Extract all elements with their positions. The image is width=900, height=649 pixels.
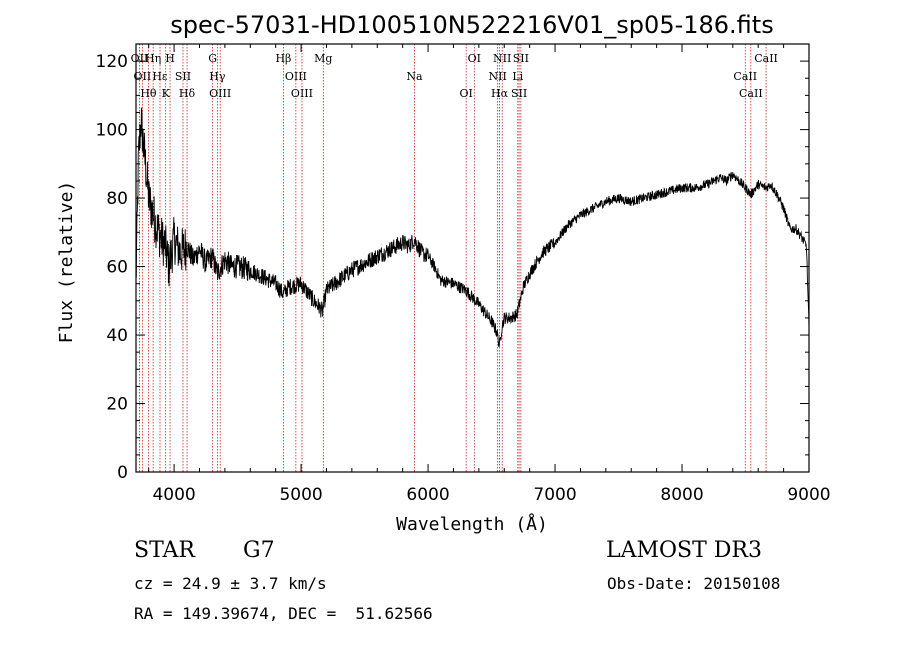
x-tick-label-0: 4000	[152, 485, 195, 505]
line-label-5: K	[162, 87, 171, 100]
line-label-9: G	[208, 52, 217, 65]
line-label-13: OIII	[285, 70, 307, 83]
x-tick-label-3: 7000	[533, 485, 576, 505]
line-label-1: OII	[133, 70, 151, 83]
line-label-6: H	[165, 52, 175, 65]
y-tick-label-4: 80	[106, 189, 128, 209]
observation-date: Obs-Date: 20150108	[607, 574, 781, 593]
line-label-10: Hγ	[209, 70, 226, 83]
flux-series	[135, 106, 810, 347]
line-label-25: CaII	[733, 70, 757, 83]
y-axis-label: Flux (relative)	[56, 181, 77, 344]
x-axis: 4000 5000 6000 7000 8000 9000	[148, 44, 831, 505]
object-class: STAR	[134, 538, 195, 563]
line-label-23: SII	[511, 87, 527, 100]
emission-line-labels: OIIOIIHθHηHεKHSIIHδGHγOIIIHβOIIIOIIIMgNa…	[131, 52, 778, 100]
line-label-0: OII	[131, 52, 149, 65]
y-tick-label-2: 40	[106, 326, 128, 346]
line-label-12: Hβ	[275, 52, 291, 65]
line-label-2: Hθ	[140, 87, 157, 100]
y-tick-label-5: 100	[96, 121, 128, 141]
object-subclass: G7	[243, 538, 275, 563]
line-label-20: Hα	[491, 87, 509, 100]
x-tick-label-4: 8000	[660, 485, 703, 505]
line-label-22: Li	[512, 70, 523, 83]
x-tick-label-2: 6000	[406, 485, 449, 505]
y-tick-label-3: 60	[106, 258, 128, 278]
y-axis: 0 20 40 60 80 100 120	[96, 43, 809, 483]
sky-coordinates: RA = 149.39674, DEC = 51.62566	[134, 604, 433, 623]
y-tick-label-0: 0	[117, 463, 128, 483]
survey-name: LAMOST DR3	[606, 538, 762, 563]
line-label-21: NII	[493, 52, 511, 65]
y-tick-label-1: 20	[106, 395, 128, 415]
line-label-14: OIII	[291, 87, 313, 100]
line-label-3: Hη	[145, 52, 161, 65]
flux-line	[135, 106, 810, 347]
line-label-11: OIII	[209, 87, 231, 100]
x-axis-label: Wavelength (Å)	[396, 513, 548, 535]
line-label-26: CaII	[739, 87, 763, 100]
line-label-4: Hε	[152, 70, 168, 83]
x-tick-label-1: 5000	[279, 485, 322, 505]
line-label-15: Mg	[314, 52, 332, 65]
plot-frame	[135, 43, 810, 473]
emission-line-markers	[139, 44, 767, 472]
line-label-16: Na	[406, 70, 423, 83]
line-label-18: OI	[468, 52, 481, 65]
line-label-17: OI	[459, 87, 472, 100]
line-label-27: CaII	[754, 52, 778, 65]
x-tick-label-5: 9000	[787, 485, 830, 505]
line-label-24: SII	[513, 52, 529, 65]
line-label-8: Hδ	[179, 87, 196, 100]
redshift-velocity: cz = 24.9 ± 3.7 km/s	[134, 574, 327, 593]
line-label-19: NII	[488, 70, 506, 83]
line-label-7: SII	[175, 70, 191, 83]
chart-title: spec-57031-HD100510N522216V01_sp05-186.f…	[170, 11, 773, 39]
y-tick-label-6: 120	[96, 52, 128, 72]
